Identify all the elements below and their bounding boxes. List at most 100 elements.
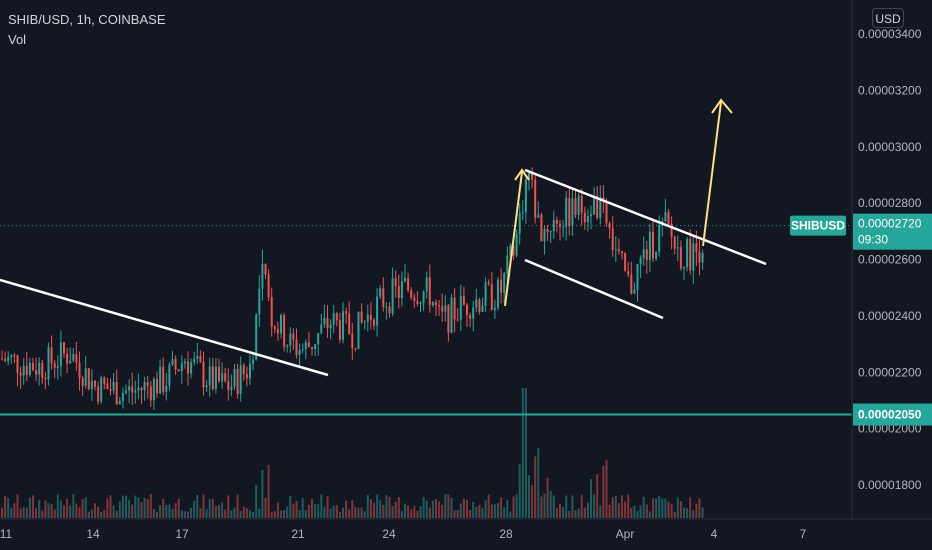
candle-body xyxy=(590,214,592,216)
volume-bar xyxy=(19,508,22,518)
volume-bar xyxy=(335,505,338,518)
candle-body xyxy=(648,231,651,260)
candle-body xyxy=(90,380,93,390)
last-price-label[interactable] xyxy=(853,213,932,250)
candle-body xyxy=(385,306,388,308)
volume-indicator-label[interactable]: Vol xyxy=(8,32,27,47)
candle-body xyxy=(289,333,292,346)
candle-body xyxy=(180,363,183,371)
price-tick-label: 0.00002400 xyxy=(858,309,922,323)
volume-bar xyxy=(385,494,388,518)
candle-body xyxy=(50,347,53,364)
candle-body xyxy=(174,358,177,370)
volume-bar xyxy=(614,495,617,518)
volume-bar xyxy=(326,496,329,518)
volume-bar xyxy=(698,498,701,518)
candle-body xyxy=(214,366,217,390)
breakout-arrow-right[interactable] xyxy=(702,101,722,247)
volume-bar xyxy=(559,504,561,518)
candle-body xyxy=(487,282,490,284)
volume-bar xyxy=(267,465,270,518)
candle-body xyxy=(441,306,444,312)
volume-bar xyxy=(44,500,47,518)
symbol-tag[interactable] xyxy=(790,215,846,236)
candle-body xyxy=(652,231,654,259)
candle-body xyxy=(695,243,698,253)
volume-bar xyxy=(230,510,233,518)
volume-bar xyxy=(109,495,112,518)
volume-bar xyxy=(642,496,645,518)
candle-body xyxy=(565,197,568,227)
candle-body xyxy=(422,291,425,303)
candle-body xyxy=(568,197,571,226)
volume-bar xyxy=(224,509,227,518)
volume-bar xyxy=(543,493,546,518)
volume-bar xyxy=(301,497,304,518)
volume-bar xyxy=(103,510,106,518)
volume-bar xyxy=(633,505,636,518)
candle-body xyxy=(193,358,196,363)
volume-bar xyxy=(298,510,301,518)
volume-bar xyxy=(407,505,410,518)
candle-body xyxy=(549,231,552,233)
volume-bar xyxy=(481,507,484,518)
volume-bar xyxy=(261,469,264,518)
volume-bar xyxy=(459,503,462,518)
candle-body xyxy=(515,233,518,256)
candle-body xyxy=(593,195,596,215)
candle-body xyxy=(435,302,437,305)
candle-body xyxy=(552,220,555,232)
volume-bar xyxy=(435,499,437,518)
volume-bar xyxy=(363,511,366,518)
trendline-descending[interactable] xyxy=(0,278,329,377)
breakout-arrow-left[interactable] xyxy=(504,171,523,307)
volume-bar xyxy=(410,509,413,518)
channel-upper-line[interactable] xyxy=(524,168,767,266)
candle-body xyxy=(143,382,146,391)
volume-bar xyxy=(162,498,165,518)
channel-lower-line[interactable] xyxy=(524,258,664,320)
volume-bar xyxy=(7,497,10,518)
candle-body xyxy=(425,277,428,292)
volume-bar xyxy=(221,502,224,518)
candle-body xyxy=(354,348,357,350)
volume-bar xyxy=(373,502,375,518)
volume-bar xyxy=(441,504,444,518)
candle-body xyxy=(497,279,499,308)
candle-body xyxy=(689,238,692,271)
volume-bar xyxy=(472,502,475,518)
candle-body xyxy=(53,363,56,368)
candle-body xyxy=(10,355,13,357)
volume-bar xyxy=(273,510,276,518)
candle-body xyxy=(655,251,658,259)
time-tick-label: 11 xyxy=(0,527,13,541)
volume-bar xyxy=(466,499,468,518)
candle-body xyxy=(500,279,503,293)
price-tick-label: 0.00003200 xyxy=(858,83,922,97)
volume-bar xyxy=(546,477,549,518)
candle-body xyxy=(7,356,10,362)
candle-body xyxy=(698,252,701,263)
volume-bar xyxy=(428,507,431,518)
candle-body xyxy=(562,226,565,228)
candle-body xyxy=(38,362,41,375)
volume-bar xyxy=(97,506,100,518)
candle-body xyxy=(32,362,34,371)
horizontal-level-label[interactable] xyxy=(853,403,932,426)
volume-bar xyxy=(121,495,124,518)
candle-body xyxy=(286,345,289,347)
candle-body xyxy=(478,299,481,312)
candle-body xyxy=(118,400,121,405)
volume-bar xyxy=(149,494,152,518)
candle-body xyxy=(211,366,214,390)
volume-bar xyxy=(177,498,180,518)
currency-button[interactable]: USD xyxy=(872,8,904,28)
candle-body xyxy=(357,311,360,349)
volume-bar xyxy=(69,505,72,518)
candle-body xyxy=(450,297,453,333)
candle-body xyxy=(56,366,59,368)
candle-body xyxy=(466,304,468,316)
volume-bar xyxy=(512,496,515,518)
volume-bar xyxy=(4,496,7,518)
